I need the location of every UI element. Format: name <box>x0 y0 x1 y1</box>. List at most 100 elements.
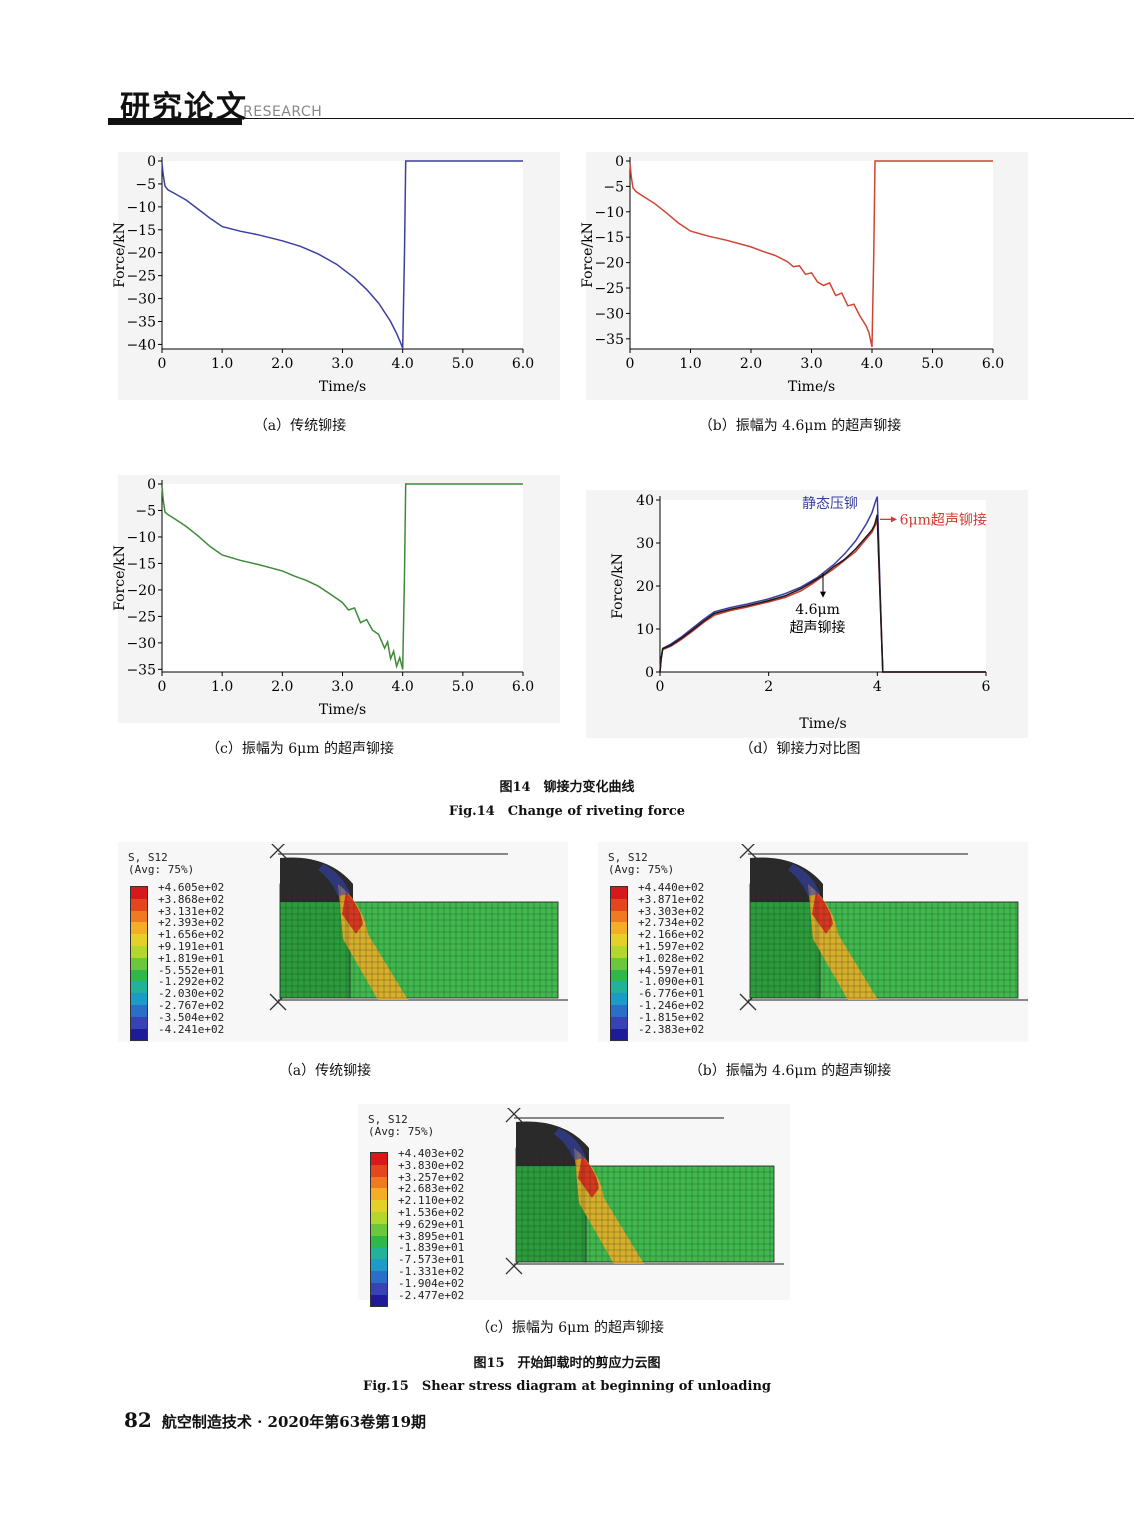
colorbar-swatch <box>370 1211 388 1224</box>
mesh-b <box>739 844 1028 1011</box>
y-tick-label: 30 <box>636 536 654 552</box>
colorbar-swatch <box>130 910 148 923</box>
colorbar-swatch <box>130 1016 148 1029</box>
annotation-static: 静态压铆 <box>802 496 858 512</box>
legend-variable: S, S12 <box>368 1113 408 1126</box>
colorbar-swatch <box>370 1176 388 1189</box>
negative-zone <box>554 1128 586 1160</box>
y-tick-label: −35 <box>126 662 156 678</box>
colorbar-swatch <box>610 1016 628 1029</box>
colorbar-swatch <box>370 1247 388 1260</box>
colorbar-swatch <box>610 922 628 935</box>
y-tick-label: 0 <box>147 154 156 170</box>
y-tick-label: 20 <box>636 579 654 595</box>
colorbar-swatch <box>370 1223 388 1236</box>
colorbar-swatch <box>370 1294 388 1308</box>
annotation-arrowhead <box>820 591 826 598</box>
plot-area <box>162 161 523 349</box>
stress-peak <box>342 892 363 934</box>
y-tick-label: −20 <box>126 246 156 262</box>
caption-15c: （c）振幅为 6μm 的超声铆接 <box>475 1320 665 1336</box>
rivet-head <box>516 1121 589 1166</box>
legend-header-c: S, S12 (Avg: 75%) <box>368 1114 434 1138</box>
y-tick-label: −35 <box>594 332 624 348</box>
mesh-a <box>269 844 568 1011</box>
plot-background <box>118 152 560 400</box>
x-tick-label: 0 <box>626 356 635 372</box>
colorbar-c <box>370 1152 388 1308</box>
colorbar-swatch <box>610 1004 628 1017</box>
y-tick-label: −5 <box>603 179 624 195</box>
series-line <box>659 496 986 673</box>
colorbar-value: -5.552e+01 <box>158 963 225 977</box>
colorbar-swatch <box>370 1282 388 1295</box>
plot-area <box>660 500 986 672</box>
colorbar-b <box>610 886 628 1042</box>
x-tick-label: 5.0 <box>452 356 474 372</box>
colorbar-value: +4.440e+02 <box>638 881 705 894</box>
colorbar-value: -1.331e+02 <box>398 1264 465 1278</box>
colorbar-value: +3.868e+02 <box>158 892 225 906</box>
colorbar-value: -2.477e+02 <box>398 1288 465 1302</box>
colorbar-value: +3.871e+02 <box>638 892 705 906</box>
figure15-title-cn: 图15 开始卸载时的剪应力云图 <box>473 1356 661 1371</box>
colorbar-value: -1.292e+02 <box>158 975 225 989</box>
colorbar-value: +1.819e+01 <box>158 951 225 965</box>
colorbar-values-c: +4.403e+02 +3.830e+02 +3.257e+02 +2.683e+02… <box>398 1148 464 1301</box>
annotation-arrowhead <box>890 516 897 523</box>
series-line <box>629 160 993 348</box>
x-tick-label: 6 <box>982 679 991 695</box>
plot-background <box>586 152 1028 400</box>
negative-zone <box>318 864 350 896</box>
x-tick-label: 4 <box>873 679 882 695</box>
annotation-4-6um: 4.6μm <box>795 602 840 618</box>
mesh-grid <box>749 884 1018 999</box>
x-tick-label: 4.0 <box>861 356 883 372</box>
figure14-title-cn: 图14 铆接力变化曲线 <box>499 780 635 795</box>
plot-area <box>630 161 993 349</box>
y-tick-label: −25 <box>126 269 156 285</box>
x-tick-label: 5.0 <box>921 356 943 372</box>
colorbar-swatch <box>370 1164 388 1177</box>
negative-zone <box>788 864 820 896</box>
colorbar-value: +2.110e+02 <box>398 1194 465 1208</box>
colorbar-value: -2.383e+02 <box>638 1022 705 1036</box>
colorbar-swatch <box>370 1188 388 1201</box>
y-tick-label: −30 <box>126 636 156 652</box>
y-tick-label: −30 <box>126 292 156 308</box>
colorbar-value: -2.767e+02 <box>158 998 225 1012</box>
colorbar-swatch <box>610 981 628 994</box>
x-tick-label: 1.0 <box>211 356 233 372</box>
caption-15b: （b）振幅为 4.6μm 的超声铆接 <box>688 1063 892 1079</box>
colorbar-value: +1.656e+02 <box>158 928 225 942</box>
colorbar-swatch <box>610 934 628 946</box>
header-bar <box>108 118 242 125</box>
colorbar-value: +4.597e+01 <box>638 963 705 977</box>
x-tick-label: 6.0 <box>512 679 534 695</box>
y-tick-label: −10 <box>594 205 624 221</box>
x-tick-label: 0 <box>158 679 167 695</box>
colorbar-swatch <box>610 993 628 1005</box>
colorbar-value: +9.191e+01 <box>158 939 225 953</box>
colorbar-swatch <box>130 886 148 899</box>
colorbar-swatch <box>130 957 148 970</box>
colorbar-swatch <box>130 898 148 911</box>
y-tick-label: −30 <box>594 306 624 322</box>
colorbar-swatch <box>370 1259 388 1271</box>
caption-15a: （a）传统铆接 <box>278 1063 372 1079</box>
colorbar-value: -1.090e+01 <box>638 975 705 989</box>
y-tick-label: −35 <box>126 314 156 330</box>
colorbar-value: +1.028e+02 <box>638 951 705 965</box>
legend-variable: S, S12 <box>128 851 168 864</box>
x-tick-label: 1.0 <box>679 356 701 372</box>
series-line <box>659 514 986 673</box>
y-tick-label: 40 <box>636 493 654 509</box>
y-axis-label: Force/kN <box>580 222 596 288</box>
y-axis-label: Force/kN <box>112 545 128 611</box>
journal-issue: 航空制造技术 · 2020年第63卷第19期 <box>161 1413 427 1431</box>
y-tick-label: −40 <box>126 337 156 353</box>
x-tick-label: 2.0 <box>740 356 762 372</box>
rivet-shank <box>749 883 821 999</box>
colorbar-swatch <box>130 945 148 958</box>
y-tick-label: 0 <box>147 477 156 493</box>
